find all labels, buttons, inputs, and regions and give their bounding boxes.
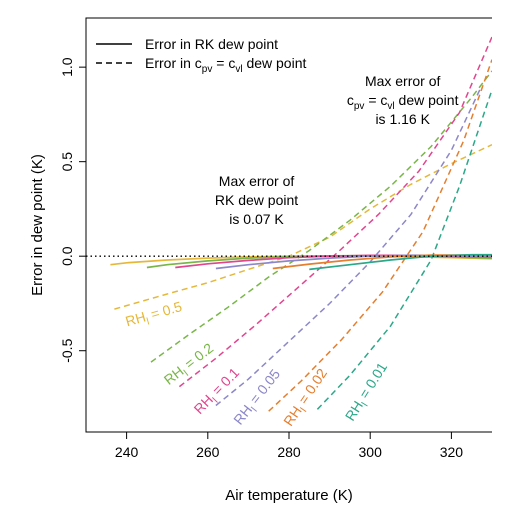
legend: Error in RK dew point Error in cpv = cvl … [96,36,306,75]
series-dashed-rh-0.01 [316,89,492,410]
annotation-subscript: pv [354,101,365,112]
series-dashed-rh-0.5 [114,144,492,310]
annotation-text-part: c [347,92,354,108]
legend-text-part: Error in c [145,55,202,71]
y-axis-label: Error in dew point (K) [29,154,46,296]
annotation-text-part: dew point [395,92,459,108]
legend-text-part: Error in RK dew point [145,36,278,52]
rh-label-value: = 0.1 [206,364,242,401]
rh-label-subscript: l [250,406,260,415]
annotation-text-part: RK dew point [215,192,298,208]
legend-subscript: pv [202,64,213,75]
rh-label-value: = 0.2 [178,340,216,375]
annotation-text-part: = c [364,92,387,108]
annotation-text-part: is 1.16 K [375,111,430,127]
annotation-subscript: vl [387,101,394,112]
y-tick-label: -0.5 [59,338,75,362]
legend-label: Error in cpv = cvl dew point [145,55,306,75]
x-tick-label: 240 [115,444,139,460]
annotation-line: Max error of [219,173,295,189]
series-dashed-rh-0.02 [268,59,492,412]
annotation-line: cpv = cvl dew point [347,92,459,112]
annotation-line: is 0.07 K [229,211,284,227]
annotation-text-part: Max error of [219,173,295,189]
series-solid-rh-0.01 [309,253,492,271]
x-tick-label: 300 [359,444,383,460]
rh-label-value: = 0.5 [145,298,184,323]
x-tick-label: 280 [277,444,301,460]
y-tick-label: 0.5 [59,152,75,172]
rh-label-0.01: RHl = 0.01 [342,359,394,425]
plot-frame [85,17,492,433]
annotation-line: is 1.16 K [375,111,430,127]
annotation-line: RK dew point [215,192,298,208]
series-dashed-rh-0.1 [178,36,492,388]
y-axis: -0.5 0.0 0.5 1.0 [59,57,86,363]
x-tick-label: 320 [440,444,464,460]
x-tick-label: 260 [196,444,220,460]
rh-label-value: = 0.01 [354,359,391,404]
rh-label-subscript: l [146,317,151,328]
rh-label-subscript: l [299,406,309,414]
legend-subscript: vl [235,64,242,75]
y-tick-label: 1.0 [59,57,75,77]
legend-text-part: = c [212,55,235,71]
annotations: Max error of RK dew point is 0.07 K Max err… [215,73,459,227]
rh-label-prefix: RH [124,308,148,329]
legend-label: Error in RK dew point [145,36,278,52]
y-tick-label: 0.0 [59,246,75,266]
rh-label-0.2: RHl = 0.2 [161,340,219,392]
rh-label-subscript: l [360,401,371,409]
annotation-text-part: Max error of [365,73,441,89]
rh-label-value: = 0.02 [293,365,331,410]
x-axis-label: Air temperature (K) [225,487,353,504]
rh-label-0.5: RHl = 0.5 [124,298,185,333]
annotation-line: Max error of [365,73,441,89]
annotation-text-part: is 0.07 K [229,211,284,227]
series-dashed-rh-0.2 [150,70,492,363]
x-axis: 240 260 280 300 320 [115,432,463,460]
legend-text-part: dew point [243,55,307,71]
series-dashed-rh-0.05 [215,89,481,407]
rh-label-subscript: l [211,396,220,405]
rh-label-subscript: l [182,369,191,379]
